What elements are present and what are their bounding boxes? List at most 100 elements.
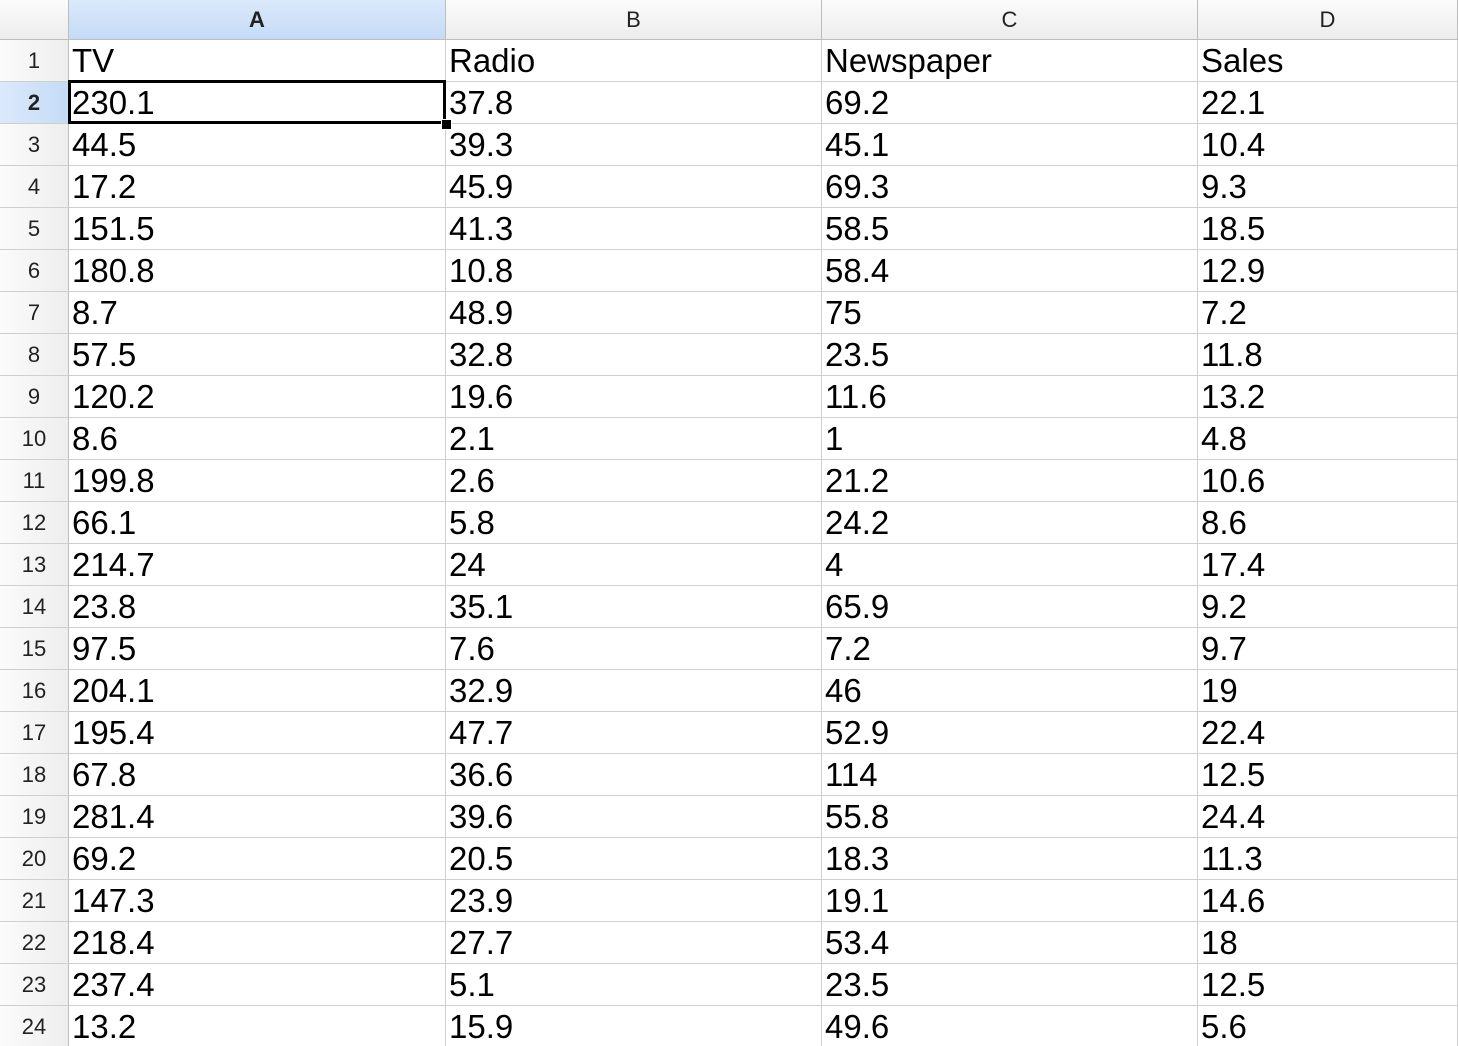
cell-b24[interactable]: 15.9 (446, 1006, 822, 1046)
cell-a9[interactable]: 120.2 (69, 376, 446, 418)
cell-b13[interactable]: 24 (446, 544, 822, 586)
cell-d9[interactable]: 13.2 (1198, 376, 1458, 418)
cell-a15[interactable]: 97.5 (69, 628, 446, 670)
cell-b15[interactable]: 7.6 (446, 628, 822, 670)
row-header-23[interactable]: 23 (0, 964, 69, 1006)
cell-c16[interactable]: 46 (822, 670, 1198, 712)
cell-a1[interactable]: TV (69, 40, 446, 82)
cell-b1[interactable]: Radio (446, 40, 822, 82)
row-header-22[interactable]: 22 (0, 922, 69, 964)
cell-b17[interactable]: 47.7 (446, 712, 822, 754)
cell-a23[interactable]: 237.4 (69, 964, 446, 1006)
row-header-3[interactable]: 3 (0, 124, 69, 166)
cell-d5[interactable]: 18.5 (1198, 208, 1458, 250)
cell-d3[interactable]: 10.4 (1198, 124, 1458, 166)
cell-c1[interactable]: Newspaper (822, 40, 1198, 82)
cell-b7[interactable]: 48.9 (446, 292, 822, 334)
row-header-9[interactable]: 9 (0, 376, 69, 418)
cell-c18[interactable]: 114 (822, 754, 1198, 796)
cell-a6[interactable]: 180.8 (69, 250, 446, 292)
column-header-d[interactable]: D (1198, 0, 1458, 40)
cell-c7[interactable]: 75 (822, 292, 1198, 334)
cell-b23[interactable]: 5.1 (446, 964, 822, 1006)
cell-a18[interactable]: 67.8 (69, 754, 446, 796)
cell-d14[interactable]: 9.2 (1198, 586, 1458, 628)
cell-d13[interactable]: 17.4 (1198, 544, 1458, 586)
cell-d18[interactable]: 12.5 (1198, 754, 1458, 796)
cell-d20[interactable]: 11.3 (1198, 838, 1458, 880)
row-header-7[interactable]: 7 (0, 292, 69, 334)
cell-c13[interactable]: 4 (822, 544, 1198, 586)
cell-b11[interactable]: 2.6 (446, 460, 822, 502)
cell-c5[interactable]: 58.5 (822, 208, 1198, 250)
row-header-19[interactable]: 19 (0, 796, 69, 838)
cell-c2[interactable]: 69.2 (822, 82, 1198, 124)
cell-b3[interactable]: 39.3 (446, 124, 822, 166)
cell-a4[interactable]: 17.2 (69, 166, 446, 208)
cell-a7[interactable]: 8.7 (69, 292, 446, 334)
cell-c4[interactable]: 69.3 (822, 166, 1198, 208)
row-header-11[interactable]: 11 (0, 460, 69, 502)
row-header-21[interactable]: 21 (0, 880, 69, 922)
cell-c20[interactable]: 18.3 (822, 838, 1198, 880)
row-header-4[interactable]: 4 (0, 166, 69, 208)
row-header-18[interactable]: 18 (0, 754, 69, 796)
row-header-6[interactable]: 6 (0, 250, 69, 292)
cell-a2[interactable]: 230.1 (69, 82, 446, 124)
column-header-c[interactable]: C (822, 0, 1198, 40)
cell-d11[interactable]: 10.6 (1198, 460, 1458, 502)
cell-d23[interactable]: 12.5 (1198, 964, 1458, 1006)
fill-handle[interactable] (441, 119, 452, 130)
cell-c3[interactable]: 45.1 (822, 124, 1198, 166)
cell-b19[interactable]: 39.6 (446, 796, 822, 838)
cell-a22[interactable]: 218.4 (69, 922, 446, 964)
cell-c17[interactable]: 52.9 (822, 712, 1198, 754)
cell-b10[interactable]: 2.1 (446, 418, 822, 460)
cell-d10[interactable]: 4.8 (1198, 418, 1458, 460)
cell-b5[interactable]: 41.3 (446, 208, 822, 250)
cell-d8[interactable]: 11.8 (1198, 334, 1458, 376)
cell-b4[interactable]: 45.9 (446, 166, 822, 208)
cell-c14[interactable]: 65.9 (822, 586, 1198, 628)
row-header-10[interactable]: 10 (0, 418, 69, 460)
cell-a11[interactable]: 199.8 (69, 460, 446, 502)
cell-c21[interactable]: 19.1 (822, 880, 1198, 922)
cell-a20[interactable]: 69.2 (69, 838, 446, 880)
cell-a17[interactable]: 195.4 (69, 712, 446, 754)
row-header-16[interactable]: 16 (0, 670, 69, 712)
cell-a24[interactable]: 13.2 (69, 1006, 446, 1046)
cell-b18[interactable]: 36.6 (446, 754, 822, 796)
cell-b6[interactable]: 10.8 (446, 250, 822, 292)
cell-c23[interactable]: 23.5 (822, 964, 1198, 1006)
cell-d12[interactable]: 8.6 (1198, 502, 1458, 544)
cell-a5[interactable]: 151.5 (69, 208, 446, 250)
cell-d2[interactable]: 22.1 (1198, 82, 1458, 124)
cell-b8[interactable]: 32.8 (446, 334, 822, 376)
cell-a16[interactable]: 204.1 (69, 670, 446, 712)
cell-d4[interactable]: 9.3 (1198, 166, 1458, 208)
cell-d21[interactable]: 14.6 (1198, 880, 1458, 922)
cell-c11[interactable]: 21.2 (822, 460, 1198, 502)
cell-c12[interactable]: 24.2 (822, 502, 1198, 544)
cell-b2[interactable]: 37.8 (446, 82, 822, 124)
cell-d22[interactable]: 18 (1198, 922, 1458, 964)
cell-d19[interactable]: 24.4 (1198, 796, 1458, 838)
row-header-13[interactable]: 13 (0, 544, 69, 586)
cell-c24[interactable]: 49.6 (822, 1006, 1198, 1046)
cell-a3[interactable]: 44.5 (69, 124, 446, 166)
cell-c9[interactable]: 11.6 (822, 376, 1198, 418)
cell-d15[interactable]: 9.7 (1198, 628, 1458, 670)
cell-d7[interactable]: 7.2 (1198, 292, 1458, 334)
column-header-b[interactable]: B (446, 0, 822, 40)
row-header-24[interactable]: 24 (0, 1006, 69, 1046)
cell-a10[interactable]: 8.6 (69, 418, 446, 460)
cell-d17[interactable]: 22.4 (1198, 712, 1458, 754)
row-header-1[interactable]: 1 (0, 40, 69, 82)
cell-b14[interactable]: 35.1 (446, 586, 822, 628)
row-header-14[interactable]: 14 (0, 586, 69, 628)
cell-d1[interactable]: Sales (1198, 40, 1458, 82)
column-header-a[interactable]: A (69, 0, 446, 40)
cell-c15[interactable]: 7.2 (822, 628, 1198, 670)
cell-a19[interactable]: 281.4 (69, 796, 446, 838)
